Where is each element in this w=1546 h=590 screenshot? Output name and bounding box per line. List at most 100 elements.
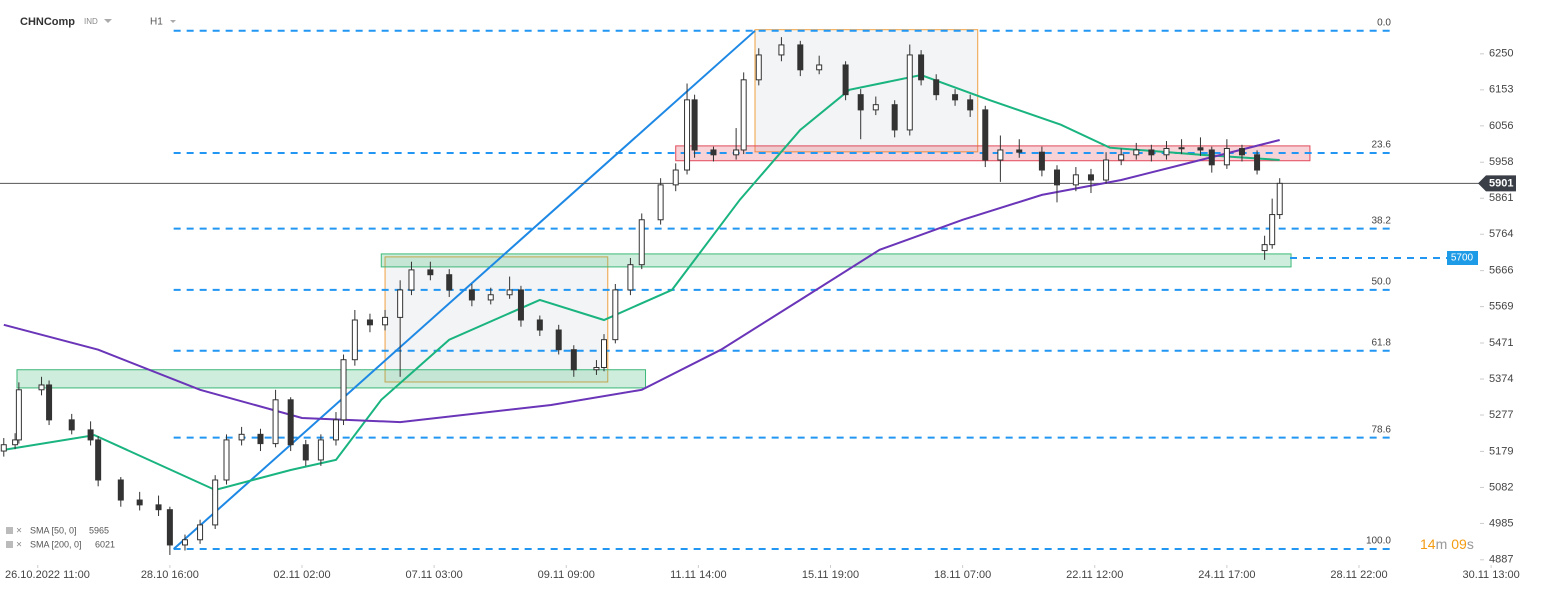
candle-body (1118, 154, 1125, 161)
candle-body (918, 54, 925, 81)
y-tick-label: 5277 (1489, 409, 1513, 421)
price-badge (1478, 175, 1516, 192)
candle-body (517, 289, 524, 321)
candle-body (332, 419, 339, 441)
candle-body (1038, 151, 1045, 171)
legend-close[interactable]: × (16, 540, 22, 551)
candle-body (136, 499, 143, 506)
candle-body (95, 439, 102, 481)
x-tick-label: 02.11 02:00 (273, 569, 330, 581)
sma-line (3, 73, 1280, 492)
x-tick-label: 30.11 13:00 (1462, 569, 1519, 581)
fib-label: 38.2 (1372, 215, 1392, 226)
y-tick-label: 4985 (1489, 517, 1513, 529)
candle-body (570, 349, 577, 371)
y-tick-label: 6153 (1489, 84, 1513, 96)
x-tick-label: 22.11 12:00 (1066, 569, 1123, 581)
dropdown-arrow[interactable] (170, 20, 176, 23)
x-tick-label: 28.10 16:00 (141, 569, 199, 581)
candle-body (1178, 147, 1185, 150)
candle-body (906, 54, 913, 131)
candle-body (408, 269, 415, 291)
candle-body (997, 149, 1004, 161)
x-tick-label: 07.11 03:00 (405, 569, 462, 581)
candle-body (12, 439, 19, 446)
x-tick-label: 28.11 22:00 (1330, 569, 1387, 581)
candle-body (627, 264, 634, 291)
level-badge (1447, 250, 1478, 265)
interval[interactable]: H1 (150, 17, 163, 28)
candle-body (797, 44, 804, 71)
y-tick-label: 6250 (1489, 48, 1513, 60)
x-tick-label: 24.11 17:00 (1198, 569, 1255, 581)
candle-body (1238, 147, 1245, 156)
timer-m: m (1436, 536, 1448, 552)
candle-body (15, 389, 22, 441)
candle-body (1072, 174, 1079, 186)
candle-body (117, 479, 124, 501)
candle-body (166, 509, 173, 546)
candle-body (891, 104, 898, 131)
x-tick-label: 18.11 07:00 (934, 569, 991, 581)
legend-icon (6, 541, 13, 548)
level-label: 5700 (1451, 253, 1474, 264)
candle-body (755, 54, 762, 81)
candle-body (1163, 147, 1170, 156)
candle-body (1087, 174, 1094, 181)
candle-body (872, 104, 879, 111)
dropdown-arrow[interactable] (104, 19, 112, 23)
x-tick-label: 11.11 14:00 (670, 569, 726, 581)
candle-body (155, 504, 162, 511)
y-tick-label: 5374 (1489, 373, 1513, 385)
plot-layer: 0.0 23.6 38.2 50.0 61.8 78.6 100.0 5700 (0, 17, 1480, 555)
candle-body (816, 64, 823, 71)
y-tick-label: 6056 (1489, 120, 1513, 132)
candle-body (1054, 169, 1060, 186)
fib-label: 50.0 (1372, 277, 1392, 288)
candle-body (1197, 147, 1204, 151)
fib-label: 78.6 (1372, 424, 1392, 435)
candle-body (212, 479, 219, 526)
candle-body (1208, 149, 1215, 166)
candle-body (197, 524, 204, 541)
candle-body (446, 274, 453, 291)
candle-body (287, 399, 294, 446)
timer-minutes: 14 (1420, 536, 1436, 552)
y-tick-label: 5179 (1489, 445, 1513, 457)
zone (16, 369, 647, 389)
x-tick-label: 15.11 19:00 (802, 569, 859, 581)
candle-body (181, 539, 188, 546)
legend-value: 5965 (89, 525, 109, 535)
candle-body (302, 444, 309, 461)
candle-body (638, 219, 645, 266)
candle-body (382, 316, 389, 326)
candle-body (257, 433, 264, 445)
candle-body (1276, 182, 1283, 216)
y-tick-label: 5958 (1489, 156, 1513, 168)
candle-body (778, 44, 785, 56)
candle-body (317, 439, 324, 461)
candle-body (740, 79, 747, 151)
candle-body (710, 149, 717, 156)
candle-body (733, 149, 740, 156)
legend-close[interactable]: × (16, 526, 22, 537)
candle-body (536, 319, 543, 331)
candle-timer: 14m 09s (1420, 536, 1474, 552)
sma-line (3, 139, 1280, 424)
x-tick-label: 09.11 09:00 (538, 569, 595, 581)
fib-label: 100.0 (1366, 536, 1391, 547)
y-tick-label: 5666 (1489, 265, 1513, 277)
trendline (172, 30, 756, 550)
fib-label: 23.6 (1372, 140, 1392, 151)
candle-body (238, 433, 245, 441)
candle-body (366, 319, 373, 326)
timer-seconds: 09 (1451, 536, 1467, 552)
candle-body (1148, 149, 1155, 156)
candle-body (657, 184, 664, 221)
legend-icon (6, 527, 13, 534)
candle-body (351, 319, 358, 361)
timer-s: s (1467, 536, 1474, 552)
symbol[interactable]: CHNComp (20, 16, 75, 28)
candle-body (1254, 154, 1261, 171)
